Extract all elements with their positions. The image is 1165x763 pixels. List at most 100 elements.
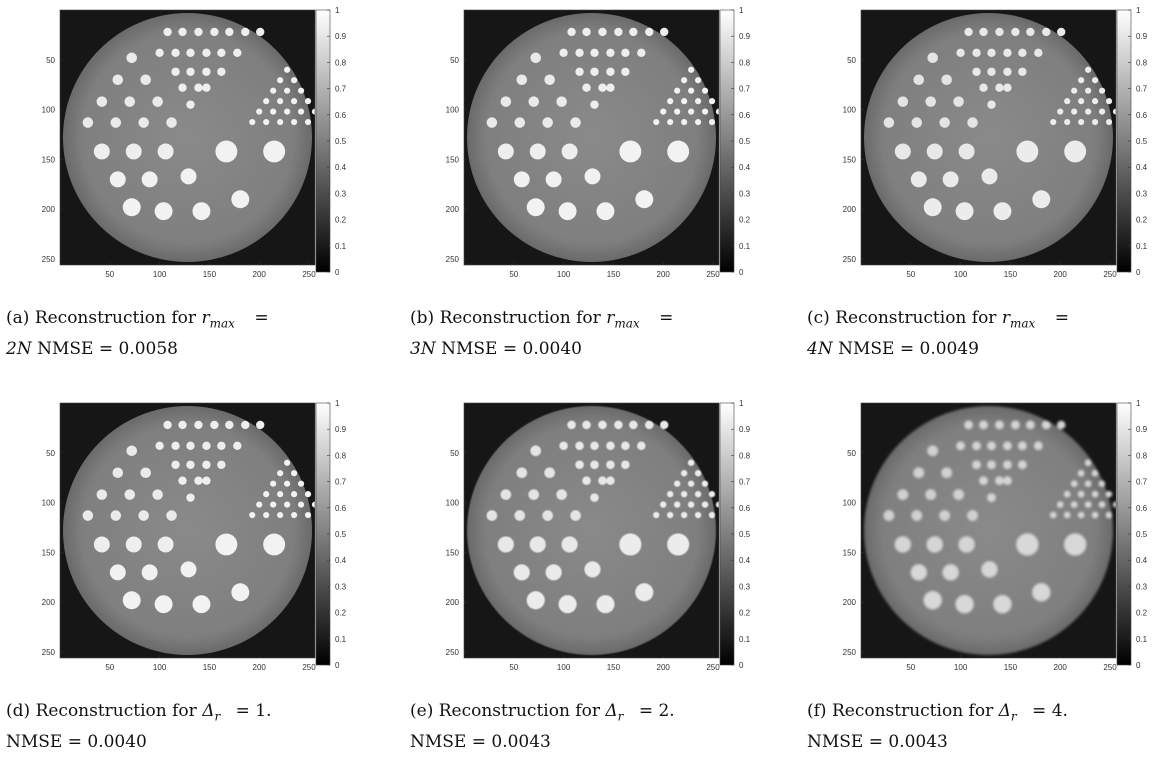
phantom-insert (1078, 98, 1084, 104)
phantom-insert (927, 446, 938, 457)
colorbar-tick-label: 1 (1136, 399, 1141, 408)
colorbar-tick-label: 1 (1136, 6, 1141, 15)
phantom-insert (1018, 49, 1026, 57)
caption-param: Δ (605, 701, 617, 721)
phantom-insert (210, 28, 218, 36)
phantom-insert (270, 502, 276, 508)
phantom-insert (979, 477, 987, 485)
phantom-insert (674, 502, 680, 508)
y-tick-label: 150 (42, 548, 56, 557)
x-tick-label: 150 (1004, 270, 1018, 279)
colorbar-tick-label: 0.4 (1136, 163, 1148, 172)
caption-value: 1. (255, 701, 271, 721)
colorbar-tick-label: 0.2 (1136, 216, 1148, 225)
phantom-insert (979, 84, 987, 92)
phantom-insert (1018, 442, 1026, 450)
caption-param: r (201, 308, 209, 328)
phantom-insert (598, 421, 606, 429)
phantom-insert (126, 143, 142, 159)
y-tick-label: 150 (843, 548, 857, 557)
phantom-insert (256, 109, 262, 115)
phantom-insert (155, 49, 163, 57)
phantom-insert (972, 68, 980, 76)
y-tick-label: 200 (42, 205, 56, 214)
colorbar-tick-label: 0.4 (1136, 556, 1148, 565)
phantom-insert (231, 583, 249, 601)
phantom-insert (270, 481, 276, 487)
colorbar-tick-label: 0.2 (1136, 609, 1148, 618)
phantom-insert (186, 461, 194, 469)
y-tick-label: 100 (843, 106, 857, 115)
phantom-insert (695, 491, 701, 497)
phantom-insert (1057, 502, 1063, 508)
phantom-insert (987, 493, 995, 501)
caption-prefix: Reconstruction for (832, 701, 993, 721)
y-tick-label: 50 (450, 449, 459, 458)
phantom-insert (582, 84, 590, 92)
colorbar-tick-label: 0 (1136, 661, 1141, 670)
phantom-insert (956, 595, 974, 613)
phantom-insert (233, 49, 241, 57)
phantom-insert (158, 143, 174, 159)
phantom-insert (527, 591, 545, 609)
phantom-insert (590, 68, 598, 76)
caption-equals: = (1055, 308, 1069, 328)
phantom-insert (256, 421, 264, 429)
phantom-insert (186, 100, 194, 108)
phantom-insert (621, 49, 629, 57)
phantom-insert (263, 140, 285, 162)
phantom-insert (1078, 512, 1084, 518)
phantom-insert (181, 561, 197, 577)
colorbar-tick-label: 0.5 (335, 137, 347, 146)
phantom-insert (667, 533, 689, 555)
phantom-insert (674, 88, 680, 94)
phantom-insert (514, 171, 530, 187)
phantom-insert (982, 168, 998, 184)
phantom-insert (277, 77, 283, 83)
phantom-insert (215, 140, 237, 162)
phantom-insert (124, 96, 135, 107)
phantom-insert (567, 28, 575, 36)
phantom-insert (953, 96, 964, 107)
reconstruction-figure-e: 50 100 150 200 2505010015020025000.10.20.30.… (404, 393, 774, 683)
caption-nmse: NMSE = 0.0058 (37, 339, 178, 359)
phantom-insert (277, 491, 283, 497)
caption-label: (a) (6, 308, 29, 328)
phantom-insert (140, 467, 151, 478)
x-tick-label: 50 (509, 663, 518, 672)
phantom-insert (702, 88, 708, 94)
y-tick-label: 50 (847, 56, 856, 65)
phantom-insert (972, 442, 980, 450)
phantom-insert (284, 109, 290, 115)
phantom-insert (277, 119, 283, 125)
phantom-insert (152, 489, 163, 500)
phantom-insert (530, 53, 541, 64)
phantom-insert (667, 512, 673, 518)
phantom-insert (1092, 470, 1098, 476)
phantom-insert (621, 68, 629, 76)
x-tick-label: 250 (1103, 270, 1117, 279)
phantom-insert (1003, 49, 1011, 57)
phantom-insert (559, 595, 577, 613)
phantom-insert (619, 140, 641, 162)
phantom-insert (186, 493, 194, 501)
phantom-insert (884, 510, 895, 521)
colorbar-tick-label: 0.3 (335, 189, 347, 198)
phantom-insert (1032, 190, 1050, 208)
phantom-insert (667, 491, 673, 497)
phantom-insert (1018, 68, 1026, 76)
colorbar-tick-label: 0.6 (1136, 504, 1148, 513)
phantom-insert (124, 489, 135, 500)
phantom-insert (987, 442, 995, 450)
reconstruction-figure-d: 50 100 150 200 2505010015020025000.10.20.30.… (0, 393, 370, 683)
colorbar-tick-label: 0.9 (739, 425, 751, 434)
caption-label: (f) (807, 701, 827, 721)
phantom-insert (1026, 421, 1034, 429)
y-tick-label: 150 (843, 155, 857, 164)
phantom-insert (987, 461, 995, 469)
phantom-insert (956, 442, 964, 450)
colorbar-tick-label: 0.5 (335, 530, 347, 539)
colorbar-tick-label: 0 (335, 661, 340, 670)
phantom-insert (256, 28, 264, 36)
phantom-insert (993, 595, 1011, 613)
